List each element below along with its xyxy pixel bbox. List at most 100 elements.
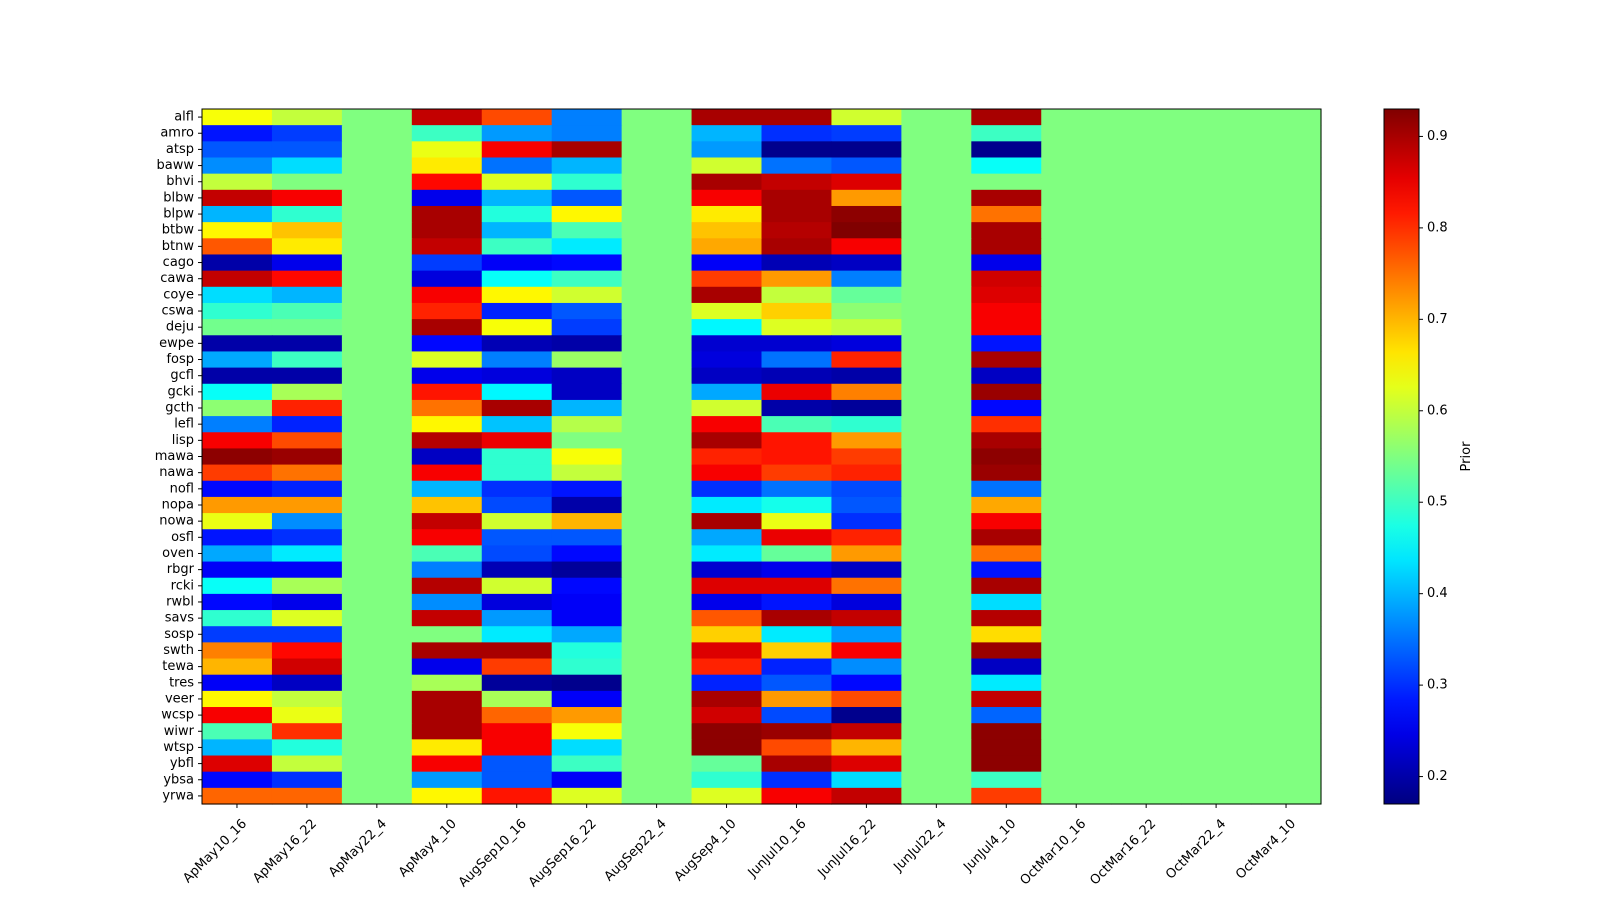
heatmap-cell (621, 771, 693, 789)
x-tick-label: JunJul4_10 (960, 816, 1019, 875)
heatmap-cell (341, 157, 413, 175)
heatmap-cell (621, 513, 693, 530)
heatmap-cell (831, 658, 902, 676)
y-tick-label: baww (157, 158, 195, 173)
heatmap-cell (901, 529, 972, 546)
heatmap-cell (481, 302, 553, 320)
heatmap-cell (1251, 577, 1322, 595)
heatmap-cell (1041, 351, 1112, 369)
colorbar-tick-label: 0.5 (1427, 495, 1448, 510)
heatmap-cell (831, 222, 902, 239)
heatmap-cell (831, 254, 902, 272)
heatmap-cell (1111, 109, 1182, 126)
heatmap-cell (761, 125, 833, 142)
heatmap-cell (691, 610, 763, 627)
heatmap-cell (691, 125, 763, 142)
y-tick-label: savs (165, 611, 194, 626)
heatmap-cell (971, 642, 1042, 660)
heatmap-cell (901, 141, 972, 159)
x-tick-label: AugSep22_4 (602, 816, 670, 884)
heatmap-cell (1111, 464, 1182, 482)
heatmap-cell (271, 448, 343, 466)
heatmap-cell (691, 286, 763, 304)
heatmap-cell (761, 302, 833, 320)
heatmap-cell (691, 529, 763, 546)
heatmap-cell (761, 141, 833, 159)
heatmap-cell (831, 723, 902, 740)
heatmap-cell (1251, 480, 1322, 498)
heatmap-cell (971, 610, 1042, 627)
heatmap-cell (761, 480, 833, 498)
heatmap-cell (971, 125, 1042, 142)
heatmap-cell (1041, 642, 1112, 660)
heatmap-cell (1181, 238, 1252, 256)
heatmap-cell (271, 173, 343, 191)
heatmap-cell (971, 254, 1042, 272)
colorbar-tick-label: 0.8 (1427, 220, 1448, 235)
heatmap-cell (1041, 755, 1112, 773)
heatmap-cell (1041, 367, 1112, 385)
heatmap-cell (1251, 545, 1322, 563)
heatmap-cell (1041, 723, 1112, 740)
heatmap-cell (481, 545, 553, 563)
heatmap-cell (761, 690, 833, 708)
heatmap-cell (1041, 416, 1112, 433)
heatmap-cell (1181, 577, 1252, 595)
heatmap-cell (621, 335, 693, 353)
heatmap-cell (271, 723, 343, 740)
heatmap-cell (271, 739, 343, 757)
heatmap-cell (1251, 464, 1322, 482)
heatmap-cell (971, 464, 1042, 482)
heatmap-cell (551, 610, 623, 627)
heatmap-cell (621, 302, 693, 320)
heatmap-cell (202, 755, 273, 773)
heatmap-cell (341, 302, 413, 320)
heatmap-cell (1181, 319, 1252, 336)
heatmap-cell (1181, 157, 1252, 175)
heatmap-cell (901, 335, 972, 353)
y-tick-label: nofl (170, 481, 194, 496)
heatmap-cell (202, 787, 273, 805)
heatmap-cell (481, 658, 553, 676)
heatmap-cell (341, 222, 413, 239)
heatmap-cell (1251, 335, 1322, 353)
heatmap-cell (1111, 335, 1182, 353)
heatmap-cell (831, 416, 902, 433)
heatmap-cell (1181, 561, 1252, 579)
heatmap-cell (202, 432, 273, 450)
heatmap-cell (202, 723, 273, 740)
heatmap-cell (341, 496, 413, 514)
heatmap-cell (1251, 173, 1322, 191)
heatmap-cell (691, 642, 763, 660)
heatmap-cell (621, 610, 693, 627)
heatmap-cell (481, 399, 553, 417)
heatmap-cell (1181, 125, 1252, 142)
heatmap-cell (761, 319, 833, 336)
heatmap-cell (831, 238, 902, 256)
heatmap-cell (831, 335, 902, 353)
heatmap-cell (1041, 739, 1112, 757)
heatmap-cell (1181, 739, 1252, 757)
heatmap-cell (971, 658, 1042, 676)
heatmap-cell (691, 561, 763, 579)
heatmap-cell (691, 173, 763, 191)
heatmap-cell (761, 286, 833, 304)
heatmap-cell (551, 561, 623, 579)
heatmap-cell (691, 254, 763, 272)
heatmap-cell (1111, 302, 1182, 320)
heatmap-cell (1111, 755, 1182, 773)
heatmap-cell (831, 787, 902, 805)
heatmap-cell (691, 399, 763, 417)
heatmap-cell (1111, 319, 1182, 336)
heatmap-cell (1181, 335, 1252, 353)
heatmap-cell (621, 286, 693, 304)
heatmap-cell (271, 109, 343, 126)
heatmap-cell (411, 416, 483, 433)
heatmap-cell (202, 674, 273, 692)
heatmap-cell (341, 480, 413, 498)
heatmap-cell (1041, 141, 1112, 159)
heatmap-cell (831, 464, 902, 482)
heatmap-cell (971, 205, 1042, 223)
heatmap-cell (481, 690, 553, 708)
heatmap-cell (691, 205, 763, 223)
